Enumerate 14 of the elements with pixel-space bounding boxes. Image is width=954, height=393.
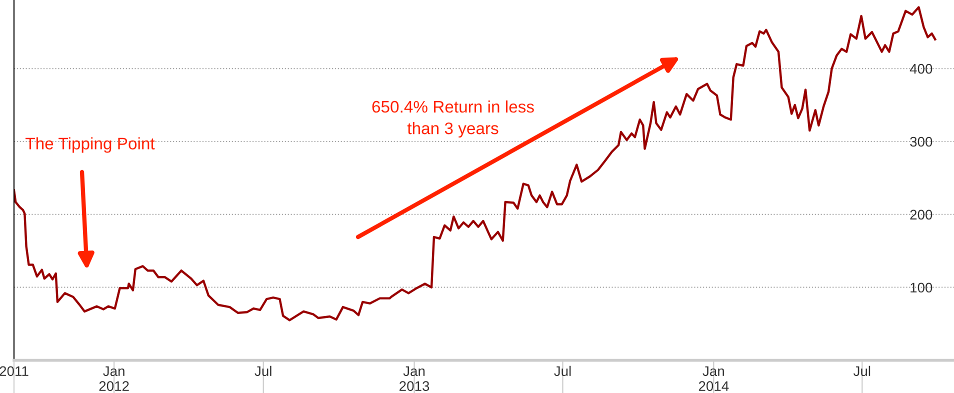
x-tick-label: Jan 2013 <box>400 366 430 392</box>
annotation: The Tipping Point <box>26 137 155 153</box>
y-tick-label: 400 <box>910 64 932 74</box>
line-series <box>14 6 936 322</box>
x-tick-label: 2011 <box>0 366 28 376</box>
x-tick-label: Jul <box>554 366 571 376</box>
y-tick-label: 100 <box>910 282 932 293</box>
annotation: 650.4% Return in less than 3 years <box>372 100 534 138</box>
x-tick-label: Jan 2012 <box>99 366 129 392</box>
y-tick-label: 200 <box>910 210 932 220</box>
y-tick-label: 300 <box>910 136 932 147</box>
x-tick-label: Jul <box>853 366 870 376</box>
x-tick-label: Jan 2014 <box>698 366 729 392</box>
x-tick-label: Jul <box>254 366 272 376</box>
